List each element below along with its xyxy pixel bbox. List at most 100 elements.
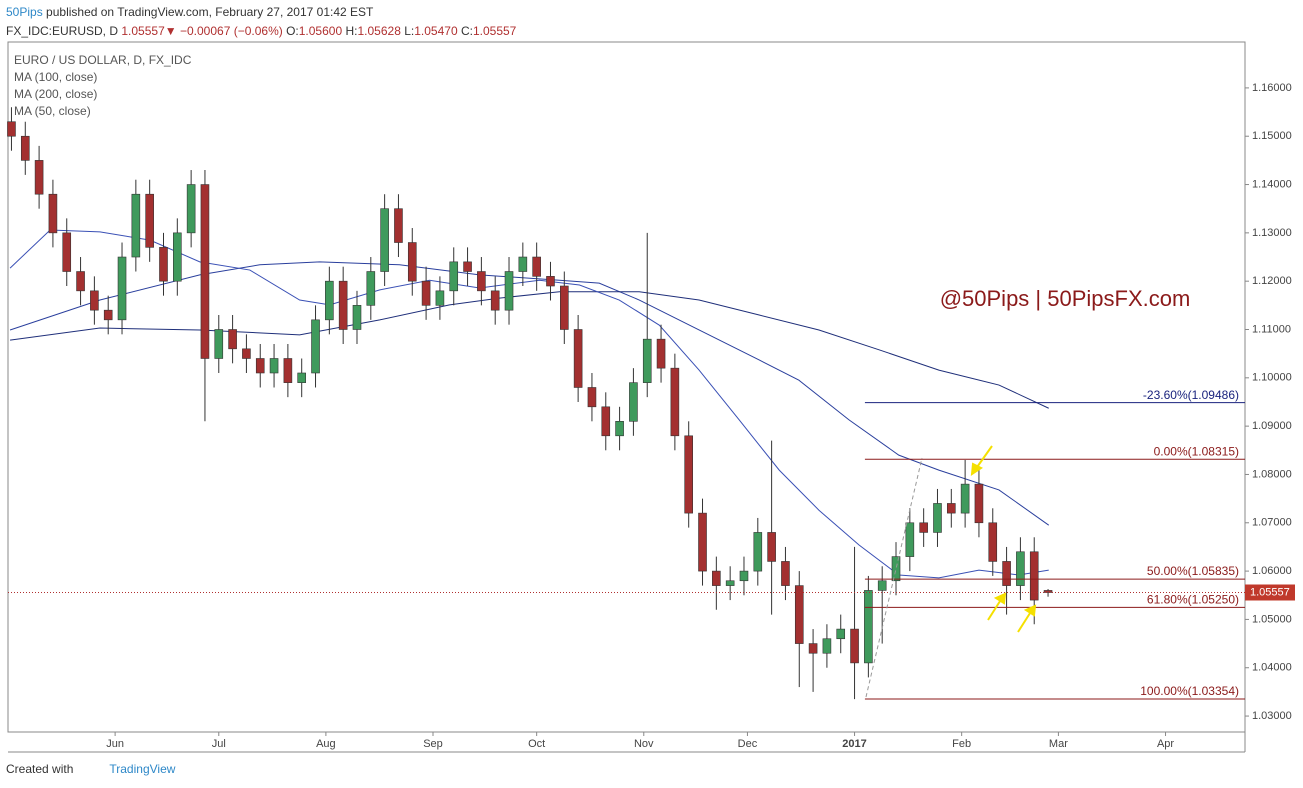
y-tick-label: 1.05000 (1252, 613, 1292, 625)
candle-body (48, 193, 58, 234)
candle-body (615, 421, 624, 437)
x-tick-label: Aug (316, 738, 336, 750)
candle-body (449, 261, 459, 292)
candle-body (864, 590, 873, 664)
candle-body (656, 338, 666, 369)
arrow (987, 597, 1003, 621)
legend-entry: MA (200, close) (14, 87, 97, 101)
candle-body (103, 309, 113, 321)
candle-body (518, 256, 528, 272)
c: 1.05557 (472, 24, 517, 38)
last-price: 1.05557 (121, 24, 165, 38)
candle-body (960, 483, 970, 514)
y-tick-label: 1.08000 (1252, 468, 1292, 480)
candle-body (794, 585, 804, 644)
candle-body (1029, 551, 1039, 601)
candle-body (7, 121, 16, 137)
arrow-head (1023, 604, 1037, 617)
candle-body (186, 184, 196, 234)
y-tick-label: 1.15000 (1252, 130, 1292, 142)
candle-body (767, 532, 776, 562)
candle-body (200, 184, 210, 359)
candle-body (684, 435, 693, 514)
candle-body (1002, 561, 1011, 586)
arrow: ▼ (164, 24, 177, 38)
x-tick-label: Sep (423, 738, 443, 750)
candle-body (739, 570, 749, 582)
o-label: O: (286, 24, 299, 38)
header-line: 50Pips published on TradingView.com, Feb… (6, 3, 516, 22)
change: −0.00067 (−0.06%) (179, 24, 283, 38)
candle-body (159, 247, 168, 282)
candle-body (601, 406, 611, 437)
candle-body (145, 193, 154, 248)
fib-label: 0.00%(1.08315) (1154, 444, 1239, 458)
candle-body (20, 135, 30, 161)
candle-body (338, 280, 348, 330)
candle-body (490, 290, 500, 311)
candle-body (242, 348, 251, 359)
x-tick-label: 2017 (842, 738, 866, 750)
candle-body (905, 522, 915, 557)
y-tick-label: 1.03000 (1252, 710, 1292, 722)
plot-frame (7, 41, 1246, 733)
candle-body (1043, 590, 1053, 593)
fib-label: 100.00%(1.03354) (1140, 684, 1239, 698)
x-tick-label: Mar (1049, 738, 1068, 750)
candle-body (435, 290, 445, 306)
candle-body (131, 193, 141, 258)
candle-body (297, 372, 307, 383)
candle-body (891, 556, 901, 582)
candle-body (532, 256, 541, 277)
candle-body (228, 329, 237, 350)
candle-body (283, 358, 293, 383)
candle-body (877, 580, 887, 591)
y-tick-label: 1.04000 (1252, 662, 1292, 674)
candle-body (62, 232, 72, 272)
fib-label: 50.00%(1.05835) (1147, 564, 1239, 578)
y-tick-label: 1.13000 (1252, 227, 1292, 239)
header-line: FX_IDC:EURUSD, D 1.05557▼ −0.00067 (−0.0… (6, 22, 516, 41)
candle-body (311, 319, 320, 374)
legend-entry: MA (50, close) (14, 104, 91, 118)
header: 50Pips published on TradingView.com, Feb… (6, 3, 516, 41)
candle-body (808, 643, 818, 654)
candle-body (117, 256, 127, 321)
x-tick-label: Jul (212, 738, 226, 750)
l: 1.05470 (414, 24, 458, 38)
candle-body (325, 280, 334, 321)
o: 1.05600 (298, 24, 343, 38)
watermark: @50Pips | 50PipsFX.com (940, 286, 1191, 311)
candle-body (380, 208, 389, 272)
candle-body (974, 483, 984, 524)
created: Created with (6, 762, 74, 776)
y-tick-label: 1.06000 (1252, 565, 1292, 577)
c-label: C: (460, 24, 473, 38)
candle-body (90, 290, 99, 311)
candle-body (712, 570, 721, 586)
candle-body (463, 261, 472, 272)
arrow-head (993, 592, 1007, 605)
layer: 1.03000 1.04000 1.05000 1.06000 1.07000 1.080… (7, 70, 1295, 750)
x-tick-label: Oct (528, 738, 545, 750)
candle-body (1016, 551, 1025, 586)
candle-body (725, 580, 735, 586)
candle-body (642, 338, 652, 383)
candle-body (76, 271, 85, 292)
candle-body (946, 503, 956, 514)
author: 50Pips (6, 5, 43, 19)
arrow-head (970, 462, 983, 477)
brand[interactable]: TradingView (109, 762, 176, 776)
y-tick-label: 1.10000 (1252, 372, 1292, 384)
candle-body (269, 358, 279, 374)
fib-trend-line (865, 457, 923, 698)
x-tick-label: Dec (738, 738, 758, 750)
candle-body (836, 628, 846, 640)
arrows (970, 445, 1037, 633)
y-tick-label: 1.12000 (1252, 275, 1292, 287)
ma-line (10, 291, 1049, 409)
candle-body (850, 628, 859, 664)
candle-body (366, 271, 376, 306)
